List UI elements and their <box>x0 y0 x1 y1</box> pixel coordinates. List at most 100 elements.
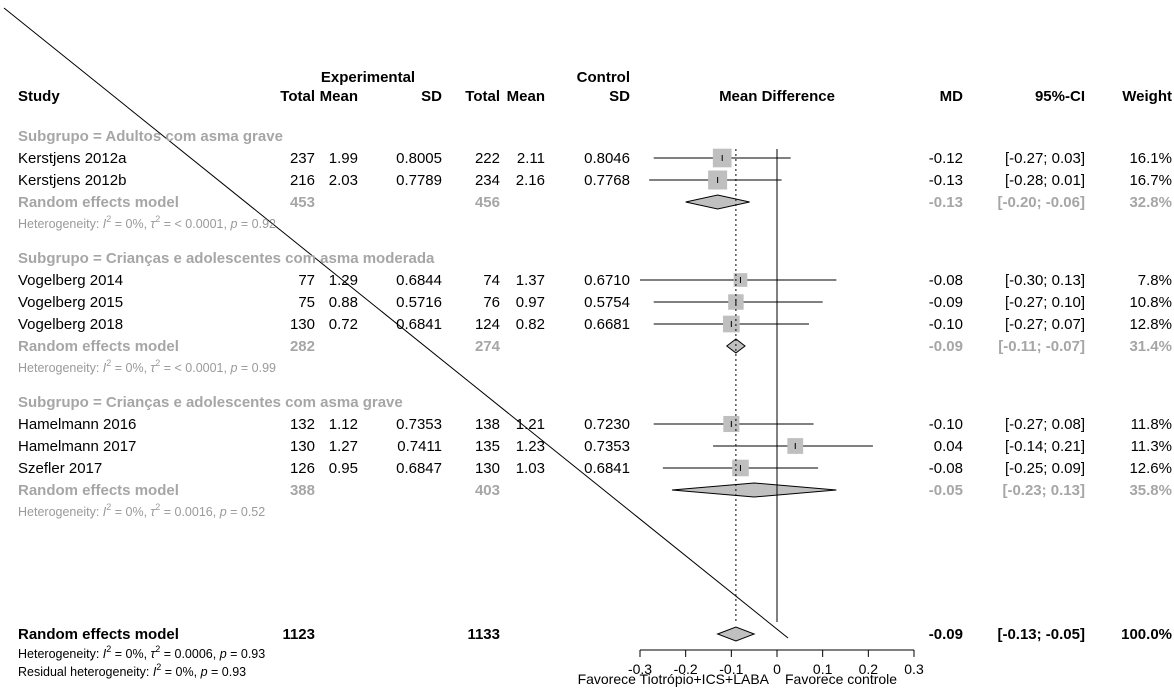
subgroup-model-ci: [-0.20; -0.06] <box>997 194 1085 211</box>
ci-value: [-0.27; 0.10] <box>1005 294 1085 311</box>
c-total: 135 <box>475 438 500 455</box>
c-sd: 0.7230 <box>584 416 630 433</box>
c-mean: 1.37 <box>516 272 545 289</box>
ci-value: [-0.25; 0.09] <box>1005 460 1085 477</box>
overall-model-label: Random effects model <box>18 626 179 643</box>
weight-value: 12.8% <box>1129 316 1172 333</box>
e-mean: 2.03 <box>329 172 358 189</box>
subgroup-model-ci: [-0.11; -0.07] <box>998 338 1085 355</box>
header-c-total: Total <box>465 88 500 105</box>
c-sd: 0.7768 <box>584 172 630 189</box>
e-mean: 1.99 <box>329 150 358 167</box>
study-name: Kerstjens 2012a <box>18 150 127 167</box>
e-mean: 1.12 <box>329 416 358 433</box>
diagonal-stroke <box>3 7 789 639</box>
c-total: 76 <box>483 294 500 311</box>
weight-value: 16.1% <box>1129 150 1172 167</box>
md-value: -0.08 <box>929 272 963 289</box>
weight-value: 7.8% <box>1138 272 1172 289</box>
subgroup-label: Subgrupo = Adultos com asma grave <box>18 128 283 145</box>
subgroup-model-c-total: 456 <box>475 194 500 211</box>
subgroup-heterogeneity: Heterogeneity: I2 = 0%, τ2 = < 0.0001, p… <box>18 214 276 231</box>
weight-value: 10.8% <box>1129 294 1172 311</box>
ci-value: [-0.27; 0.03] <box>1005 150 1085 167</box>
subgroup-model-md: -0.13 <box>929 194 963 211</box>
subgroup-label: Subgrupo = Crianças e adolescentes com a… <box>18 394 403 411</box>
c-mean: 1.23 <box>516 438 545 455</box>
subgroup-model-label: Random effects model <box>18 194 179 211</box>
subgroup-label: Subgrupo = Crianças e adolescentes com a… <box>18 250 435 267</box>
c-total: 234 <box>475 172 500 189</box>
weight-value: 16.7% <box>1129 172 1172 189</box>
study-name: Kerstjens 2012b <box>18 172 126 189</box>
e-mean: 1.27 <box>329 438 358 455</box>
x-label-right: Favorece controle <box>785 671 897 687</box>
header-control: Control <box>577 69 630 86</box>
c-mean: 0.82 <box>516 316 545 333</box>
e-sd: 0.6847 <box>396 460 442 477</box>
header-c-mean: Mean <box>507 88 545 105</box>
subgroup-heterogeneity: Heterogeneity: I2 = 0%, τ2 = < 0.0001, p… <box>18 358 276 375</box>
e-sd: 0.7411 <box>397 438 442 455</box>
e-total: 130 <box>290 438 315 455</box>
md-value: 0.04 <box>934 438 963 455</box>
overall-e-total: 1123 <box>282 626 315 643</box>
c-mean: 1.03 <box>516 460 545 477</box>
study-name: Hamelmann 2017 <box>18 438 136 455</box>
overall-c-total: 1133 <box>467 626 500 643</box>
c-total: 130 <box>475 460 500 477</box>
c-mean: 2.16 <box>516 172 545 189</box>
subgroup-diamond <box>685 194 750 210</box>
ci-value: [-0.30; 0.13] <box>1005 272 1085 289</box>
study-name: Vogelberg 2014 <box>18 272 123 289</box>
header-mean-difference: Mean Difference <box>719 88 835 105</box>
e-total: 130 <box>290 316 315 333</box>
header-weight: Weight <box>1122 88 1172 105</box>
header-c-sd: SD <box>609 88 630 105</box>
e-total: 216 <box>290 172 315 189</box>
weight-value: 11.8% <box>1131 416 1172 433</box>
subgroup-model-ci: [-0.23; 0.13] <box>1002 482 1085 499</box>
x-tick-label: 0 <box>773 661 781 677</box>
e-sd: 0.6844 <box>396 272 442 289</box>
c-sd: 0.6710 <box>584 272 630 289</box>
study-name: Vogelberg 2015 <box>18 294 123 311</box>
residual-heterogeneity: Residual heterogeneity: I2 = 0%, p = 0.9… <box>18 662 246 679</box>
e-total: 126 <box>290 460 315 477</box>
c-total: 124 <box>475 316 500 333</box>
c-total: 138 <box>475 416 500 433</box>
c-mean: 2.11 <box>517 150 545 167</box>
c-mean: 1.21 <box>516 416 545 433</box>
x-axis: -0.3 -0.2 -0.1 0 0.1 0.2 0.3 Favorece Tiotrópio… <box>578 149 924 687</box>
c-mean: 0.97 <box>516 294 545 311</box>
md-value: -0.13 <box>929 172 963 189</box>
subgroup-model-c-total: 403 <box>475 482 500 499</box>
subgroup-model-e-total: 388 <box>290 482 315 499</box>
x-tick-label: 0.2 <box>859 661 879 677</box>
header-e-sd: SD <box>421 88 442 105</box>
subgroup-model-c-total: 274 <box>475 338 501 355</box>
subgroup-model-e-total: 282 <box>290 338 315 355</box>
e-sd: 0.7353 <box>396 416 442 433</box>
x-tick-label: -0.3 <box>628 661 652 677</box>
e-mean: 0.95 <box>329 460 358 477</box>
x-tick-label: -0.2 <box>674 661 698 677</box>
subgroup-model-label: Random effects model <box>18 338 179 355</box>
subgroup-model-md: -0.09 <box>929 338 963 355</box>
x-label-left: Favorece Tiotrópio+ICS+LABA <box>578 671 770 687</box>
ci-value: [-0.14; 0.21] <box>1005 438 1085 455</box>
header-study: Study <box>18 88 60 105</box>
study-name: Hamelmann 2016 <box>18 416 136 433</box>
e-mean: 1.29 <box>329 272 358 289</box>
x-tick-label: -0.1 <box>719 661 743 677</box>
overall-ci: [-0.13; -0.05] <box>997 626 1085 643</box>
c-sd: 0.8046 <box>584 150 630 167</box>
weight-value: 12.6% <box>1129 460 1172 477</box>
overall-weight: 100.0% <box>1121 626 1172 643</box>
e-mean: 0.72 <box>329 316 358 333</box>
header-experimental: Experimental <box>321 69 415 86</box>
x-tick-label: 0.3 <box>904 661 924 677</box>
subgroup-model-weight: 32.8% <box>1129 194 1172 211</box>
c-sd: 0.5754 <box>584 294 630 311</box>
